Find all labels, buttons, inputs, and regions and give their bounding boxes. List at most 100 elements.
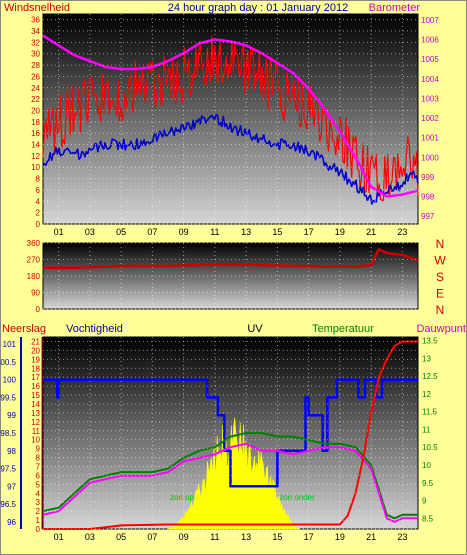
y-tick-label: 12: [422, 390, 431, 399]
y-tick-label: 1001: [421, 134, 439, 143]
y-tick-label: 1004: [421, 75, 439, 84]
x-tick-label: 07: [147, 227, 157, 237]
y-tick-label: 998: [421, 193, 435, 202]
x-tick-label: 17: [304, 312, 314, 322]
x-tick-label: 07: [147, 312, 157, 322]
y-tick-label: 100.5: [0, 358, 17, 367]
y-tick-label: 1005: [421, 55, 439, 64]
baro-series-line: [42, 34, 419, 198]
dewpoint-axis-title: Dauwpunt: [416, 323, 466, 335]
x-tick-label: 03: [85, 312, 95, 322]
x-tick-label: 13: [241, 227, 251, 237]
y-tick-label: 6: [36, 471, 41, 480]
y-tick-label: 24: [31, 84, 40, 93]
y-tick-label: 8: [36, 175, 41, 184]
x-tick-label: 09: [179, 227, 189, 237]
x-tick-label: 15: [272, 227, 282, 237]
y-tick-label: 20: [31, 346, 40, 355]
x-tick-label: 09: [179, 532, 189, 542]
x-tick-label: 11: [210, 312, 219, 322]
y-tick-label: 999: [421, 173, 435, 182]
x-tick-label: 11: [210, 227, 219, 237]
y-tick-label: 1002: [421, 114, 439, 123]
y-tick-label: 270: [27, 256, 41, 265]
y-tick-label: 18: [31, 364, 40, 373]
direction-series-line: [43, 248, 419, 270]
y-tick-label: 360: [27, 239, 41, 248]
x-tick-label: 19: [335, 532, 345, 542]
y-tick-label: 11.5: [422, 408, 438, 417]
compass-label: N: [436, 237, 445, 251]
y-tick-label: 8: [36, 454, 41, 463]
y-tick-label: 22: [31, 95, 40, 104]
wind-baro-plot-area: [42, 13, 419, 225]
y-tick-label: 9: [422, 497, 427, 506]
x-tick-label: 21: [366, 312, 376, 322]
y-tick-label: 997: [421, 212, 435, 221]
sunrise-label: zon op: [170, 493, 195, 502]
x-tick-label: 01: [54, 227, 64, 237]
uv-label: UV: [247, 323, 263, 335]
y-tick-label: 1003: [421, 94, 439, 103]
y-tick-label: 10: [31, 436, 40, 445]
x-tick-label: 13: [241, 312, 251, 322]
compass-label: E: [436, 287, 444, 301]
y-tick-label: 0: [36, 525, 41, 534]
x-tick-label: 13: [241, 532, 251, 542]
y-tick-label: 2: [36, 507, 41, 516]
baro-axis-title: Barometer: [369, 2, 421, 14]
compass-label: N: [436, 303, 445, 317]
rain-axis-title: Neerslag: [2, 323, 46, 335]
x-tick-label: 01: [54, 532, 64, 542]
x-tick-label: 15: [272, 532, 282, 542]
y-tick-label: 12.5: [422, 372, 438, 381]
y-tick-label: 14: [31, 141, 40, 150]
y-tick-label: 101: [3, 340, 17, 349]
y-tick-label: 98: [7, 447, 16, 456]
x-tick-label: 21: [366, 227, 376, 237]
x-tick-label: 11: [210, 532, 219, 542]
wind-axis-title: Windsnelheid: [4, 2, 70, 14]
y-tick-label: 5: [36, 480, 41, 489]
y-tick-label: 15: [31, 391, 40, 400]
y-tick-label: 30: [31, 50, 40, 59]
y-tick-label: 8.5: [422, 514, 434, 523]
y-tick-label: 99.5: [0, 393, 16, 402]
x-tick-label: 07: [147, 532, 157, 542]
y-tick-label: 4: [36, 197, 41, 206]
x-tick-label: 01: [54, 312, 64, 322]
y-tick-label: 13.5: [422, 337, 438, 346]
y-tick-label: 10.5: [422, 443, 438, 452]
y-tick-label: 26: [31, 72, 40, 81]
y-tick-label: 1000: [421, 153, 439, 162]
temperature-axis-title: Temperatuur: [312, 323, 374, 335]
y-tick-label: 20: [31, 106, 40, 115]
x-tick-label: 23: [397, 227, 407, 237]
humidity-series-line: [43, 378, 418, 488]
y-tick-label: 6: [36, 186, 41, 195]
x-tick-label: 05: [116, 312, 126, 322]
x-tick-label: 21: [366, 532, 376, 542]
y-tick-label: 96: [7, 518, 16, 527]
y-tick-label: 16: [31, 382, 40, 391]
y-tick-label: 1007: [421, 16, 439, 25]
y-tick-label: 1: [36, 516, 41, 525]
y-tick-label: 4: [36, 489, 41, 498]
compass-label: S: [436, 270, 444, 284]
y-tick-label: 9.5: [422, 479, 434, 488]
temperature-series-line: [42, 432, 418, 520]
y-tick-label: 97.5: [0, 465, 16, 474]
y-tick-label: 17: [31, 373, 40, 382]
y-tick-label: 98.5: [0, 429, 16, 438]
y-tick-label: 12: [31, 418, 40, 427]
y-tick-label: 28: [31, 61, 40, 70]
x-tick-label: 15: [272, 312, 282, 322]
y-tick-label: 180: [27, 272, 41, 281]
y-tick-label: 99: [7, 411, 16, 420]
x-tick-label: 05: [116, 532, 126, 542]
wind-series-line: [42, 35, 419, 202]
x-tick-label: 17: [304, 227, 314, 237]
y-tick-label: 16: [31, 129, 40, 138]
